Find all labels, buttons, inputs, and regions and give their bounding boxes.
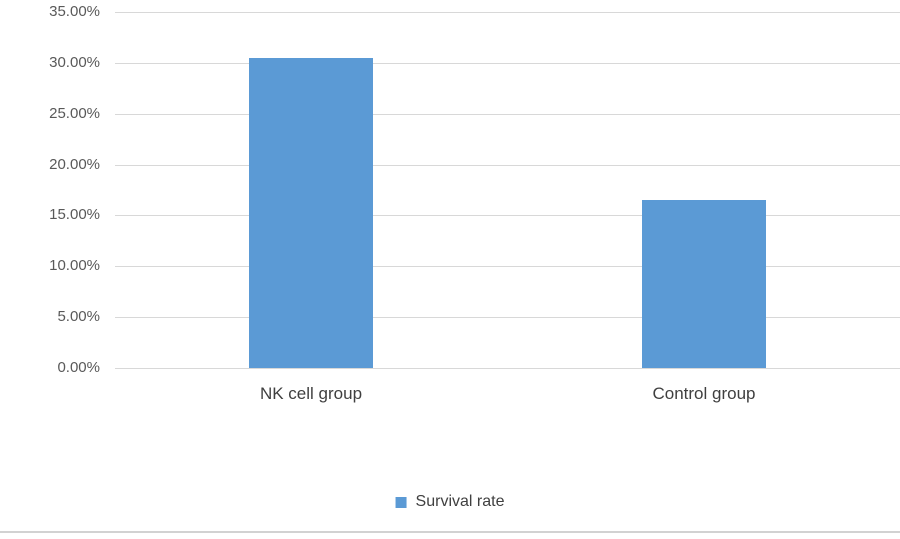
gridline: [115, 165, 900, 166]
gridline: [115, 63, 900, 64]
gridline: [115, 12, 900, 13]
chart-legend: Survival rate: [395, 493, 505, 511]
y-axis-tick-label: 10.00%: [49, 257, 100, 274]
legend-label: Survival rate: [415, 493, 505, 510]
category-label: Control group: [652, 384, 756, 403]
gridline: [115, 317, 900, 318]
y-axis-tick-label: 25.00%: [49, 105, 100, 122]
y-axis-tick-label: 15.00%: [49, 206, 100, 223]
gridline: [115, 368, 900, 369]
category-label: NK cell group: [259, 384, 363, 403]
y-axis-tick-label: 35.00%: [49, 3, 100, 20]
legend-swatch-icon: [395, 496, 407, 508]
y-axis-tick-label: 20.00%: [49, 156, 100, 173]
bottom-divider: [0, 531, 900, 533]
gridline: [115, 215, 900, 216]
bar-control-group: [642, 200, 766, 368]
gridline: [115, 114, 900, 115]
y-axis-tick-label: 5.00%: [57, 308, 100, 325]
gridline: [115, 266, 900, 267]
bar-nk-cell-group: [249, 58, 373, 368]
y-axis-tick-label: 30.00%: [49, 54, 100, 71]
y-axis-tick-label: 0.00%: [57, 359, 100, 376]
